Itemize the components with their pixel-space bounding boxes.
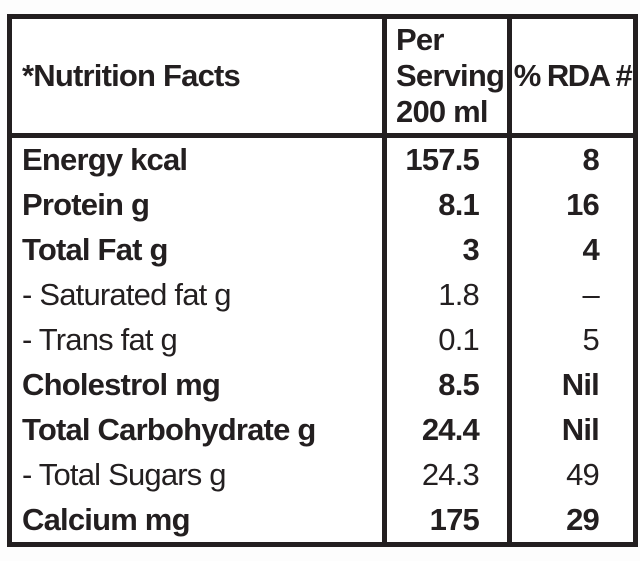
table-row-trans-fat: - Trans fat g 0.1 5 bbox=[12, 317, 633, 363]
table-row-energy: Energy kcal 157.5 8 bbox=[12, 138, 633, 183]
per-serving-value: 24.3 bbox=[382, 452, 507, 498]
rda-value: Nil bbox=[507, 407, 633, 453]
table-row-protein: Protein g 8.1 16 bbox=[12, 182, 633, 228]
rda-value: 4 bbox=[507, 227, 633, 273]
table-row-total-sugars: - Total Sugars g 24.3 49 bbox=[12, 452, 633, 498]
row-label: - Saturated fat g bbox=[22, 277, 232, 313]
rda-value: 5 bbox=[507, 317, 633, 363]
row-label: Cholestrol mg bbox=[22, 366, 221, 402]
per-serving-value: 157.5 bbox=[382, 138, 507, 183]
table-row-calcium: Calcium mg 175 29 bbox=[12, 497, 633, 542]
row-label: Protein g bbox=[22, 187, 150, 223]
header-rda: % RDA # bbox=[507, 19, 633, 133]
per-serving-value: 175 bbox=[382, 497, 507, 542]
rda-value: 49 bbox=[507, 452, 633, 498]
rda-value: – bbox=[507, 272, 633, 318]
table-row-cholestrol: Cholestrol mg 8.5 Nil bbox=[12, 362, 633, 408]
header-title: *Nutrition Facts bbox=[22, 57, 241, 93]
table-header-row: *Nutrition Facts Per Serving 200 ml % RD… bbox=[12, 19, 633, 138]
per-serving-value: 0.1 bbox=[382, 317, 507, 363]
row-label: Total Carbohydrate g bbox=[22, 411, 316, 447]
per-serving-value: 8.5 bbox=[382, 362, 507, 408]
row-label: - Total Sugars g bbox=[22, 456, 227, 492]
row-label: Energy kcal bbox=[22, 142, 188, 178]
table-row-total-carbohydrate: Total Carbohydrate g 24.4 Nil bbox=[12, 407, 633, 453]
rda-value: Nil bbox=[507, 362, 633, 408]
row-label: Calcium mg bbox=[22, 501, 191, 537]
per-serving-value: 8.1 bbox=[382, 182, 507, 228]
per-serving-value: 24.4 bbox=[382, 407, 507, 453]
table-row-total-fat: Total Fat g 3 4 bbox=[12, 227, 633, 273]
row-label: - Trans fat g bbox=[22, 321, 178, 357]
per-serving-value: 3 bbox=[382, 227, 507, 273]
nutrition-facts-table: *Nutrition Facts Per Serving 200 ml % RD… bbox=[7, 14, 638, 547]
per-serving-value: 1.8 bbox=[382, 272, 507, 318]
rda-value: 8 bbox=[507, 138, 633, 183]
header-per-serving: Per Serving 200 ml bbox=[382, 19, 507, 133]
rda-value: 29 bbox=[507, 497, 633, 542]
rda-value: 16 bbox=[507, 182, 633, 228]
table-row-saturated-fat: - Saturated fat g 1.8 – bbox=[12, 272, 633, 318]
table-body: Energy kcal 157.5 8 Protein g 8.1 16 Tot… bbox=[12, 138, 633, 542]
row-label: Total Fat g bbox=[22, 232, 168, 268]
